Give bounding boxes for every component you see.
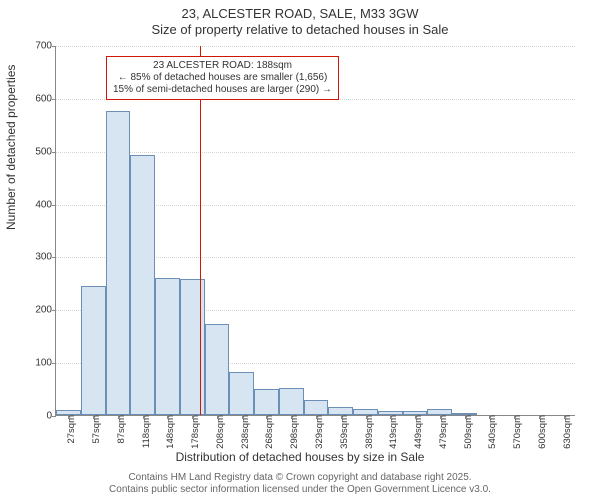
annotation-line: ← 85% of detached houses are smaller (1,… [113,72,332,84]
x-tick-label: 600sqm [535,415,548,449]
x-tick-label: 148sqm [163,415,176,449]
x-tick-label: 509sqm [461,415,474,449]
x-tick-label: 298sqm [287,415,300,449]
chart-title-line1: 23, ALCESTER ROAD, SALE, M33 3GW [182,6,419,21]
y-tick-label: 700 [18,41,56,52]
y-tick-label: 400 [18,199,56,210]
annotation-line: 15% of semi-detached houses are larger (… [113,84,332,96]
reference-line [200,46,201,415]
footer-line2: Contains public sector information licen… [109,484,491,495]
y-tick-label: 200 [18,305,56,316]
x-tick-label: 27sqm [64,415,77,444]
plot-area: 010020030040050060070027sqm57sqm87sqm118… [55,46,575,416]
x-tick-label: 449sqm [411,415,424,449]
annotation-box: 23 ALCESTER ROAD: 188sqm← 85% of detache… [106,56,339,100]
annotation-line: 23 ALCESTER ROAD: 188sqm [113,60,332,72]
histogram-bar [254,389,279,415]
histogram-bar [130,155,155,415]
x-axis-label: Distribution of detached houses by size … [0,450,600,464]
x-tick-label: 419sqm [386,415,399,449]
x-tick-label: 178sqm [188,415,201,449]
x-tick-label: 389sqm [362,415,375,449]
x-tick-label: 57sqm [89,415,102,444]
gridline [56,152,575,153]
y-tick-label: 300 [18,252,56,263]
x-tick-label: 359sqm [337,415,350,449]
x-tick-label: 329sqm [312,415,325,449]
footer-line1: Contains HM Land Registry data © Crown c… [128,472,471,483]
y-tick-label: 100 [18,358,56,369]
histogram-bar [155,278,180,415]
y-tick-label: 500 [18,146,56,157]
histogram-bar [328,407,353,415]
histogram-bar [229,372,254,415]
x-tick-label: 118sqm [139,415,152,448]
y-axis-label: Number of detached properties [4,65,18,230]
histogram-bar [81,286,106,416]
x-tick-label: 268sqm [262,415,275,449]
y-tick-label: 0 [18,411,56,422]
histogram-bar [279,388,304,415]
x-tick-label: 87sqm [114,415,127,444]
histogram-bar [205,324,230,415]
histogram-bar [106,111,131,415]
y-tick-label: 600 [18,93,56,104]
chart-title-line2: Size of property relative to detached ho… [151,22,448,37]
x-tick-label: 479sqm [436,415,449,449]
histogram-bar [304,400,329,415]
x-tick-label: 208sqm [213,415,226,449]
x-tick-label: 570sqm [510,415,523,449]
gridline [56,46,575,47]
x-tick-label: 540sqm [485,415,498,449]
x-tick-label: 630sqm [560,415,573,449]
x-tick-label: 238sqm [238,415,251,449]
